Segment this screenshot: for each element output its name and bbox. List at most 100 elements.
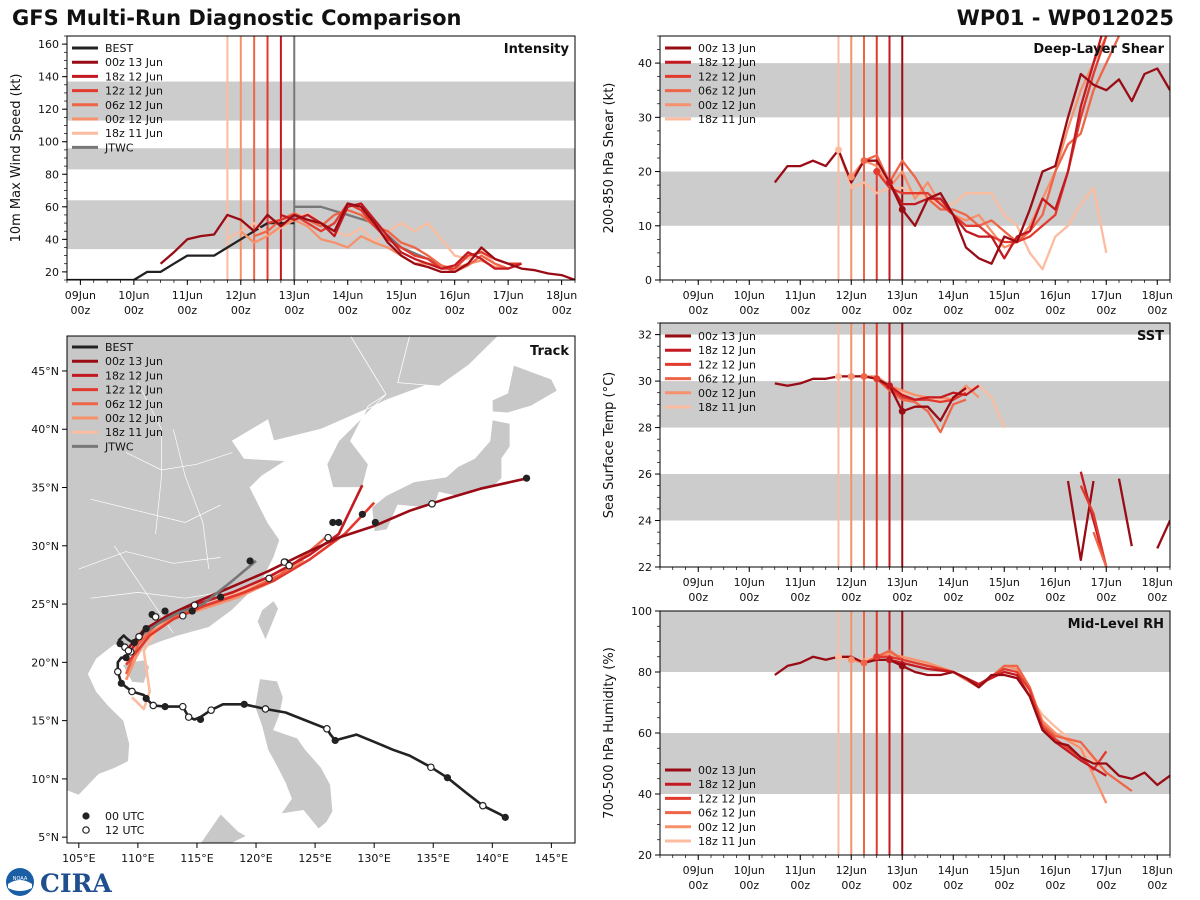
panel-title: Intensity	[504, 42, 570, 57]
noaa-seal-text: NOAA	[13, 876, 28, 882]
series-line	[888, 36, 1103, 260]
ytick-label: 24	[638, 515, 652, 528]
legend-label-track: 00z 13 Jun	[105, 355, 163, 368]
legend-label-sst: 12z 12 Jun	[698, 358, 756, 371]
xtick-label: 10Jun	[734, 864, 765, 877]
xtick-label: 17Jun	[493, 289, 524, 302]
province-border	[172, 429, 210, 570]
province-border	[137, 382, 162, 535]
land-mass	[200, 813, 248, 843]
ytick-label: 40	[638, 788, 652, 801]
series-line	[888, 384, 980, 401]
legend-label-intensity: 18z 12 Jun	[105, 70, 163, 83]
fix-12utc	[135, 632, 143, 641]
xtick-label: 16Jun	[1040, 864, 1071, 877]
fix-00utc	[522, 474, 531, 482]
xtick-sublabel: 00z	[284, 304, 304, 317]
noaa-wave-icon	[8, 880, 32, 891]
ytick-label: 0	[645, 274, 652, 287]
init-point	[835, 146, 842, 154]
panel-title: SST	[1137, 329, 1164, 344]
ytick-label: 60	[638, 727, 652, 740]
xtick-sublabel: 00z	[841, 591, 861, 604]
xtick-sublabel: 00z	[790, 304, 810, 317]
xtick-label: 16Jun	[439, 289, 470, 302]
xtick-label: 10Jun	[734, 289, 765, 302]
legend-label-rh: 00z 13 Jun	[698, 764, 756, 777]
legend-label-track: 06z 12 Jun	[105, 398, 163, 411]
axes-frame-track	[66, 335, 576, 844]
storm-id-title: WP01 - WP012025	[956, 6, 1174, 30]
xtick-sublabel: 00z	[739, 879, 759, 892]
xtick-sublabel: 00z	[994, 591, 1014, 604]
fix-00utc	[240, 700, 248, 708]
xtick-label: 14Jun	[332, 289, 363, 302]
legend-label-rh: 12z 12 Jun	[698, 792, 756, 805]
fix-12utc	[427, 763, 435, 772]
legend-label-intensity: 18z 11 Jun	[105, 127, 163, 140]
fix-00utc	[142, 624, 150, 633]
fix-12utc	[149, 701, 158, 710]
xtick-sublabel: 00z	[994, 304, 1014, 317]
xtick-sublabel: 00z	[445, 304, 465, 317]
series-line	[1079, 485, 1108, 567]
legend-label-rh: 06z 12 Jun	[698, 807, 756, 820]
province-border	[78, 551, 221, 570]
legend-label-shear: 18z 12 Jun	[698, 56, 756, 69]
legend-label-track: 12z 12 Jun	[105, 384, 163, 397]
plot-area-rh	[660, 611, 1170, 855]
init-point	[873, 653, 881, 661]
legend-label-intensity: 00z 12 Jun	[105, 113, 163, 126]
series-line	[159, 202, 575, 280]
init-point	[860, 157, 868, 165]
xtick-sublabel: 00z	[1096, 879, 1116, 892]
legend-label-sst: 00z 12 Jun	[698, 387, 756, 400]
xtick-label: 17Jun	[1091, 576, 1122, 589]
xtick-label: 15Jun	[989, 864, 1020, 877]
fix-00utc	[501, 813, 509, 821]
xtick-label: 18Jun	[546, 289, 577, 302]
xtick-sublabel: 00z	[739, 591, 759, 604]
legend-label-sst: 18z 11 Jun	[698, 401, 756, 414]
xtick-sublabel: 00z	[1147, 879, 1167, 892]
init-point	[886, 656, 893, 664]
ytick-label: 40°N	[31, 423, 59, 436]
xtick-label: 12Jun	[836, 576, 867, 589]
fix-00utc	[142, 694, 150, 703]
init-point	[873, 375, 881, 383]
legend-label-shear: 00z 13 Jun	[698, 42, 756, 55]
init-point	[898, 206, 906, 214]
xtick-label: 11Jun	[172, 289, 203, 302]
land-mass	[371, 419, 511, 533]
plot-area-shear	[660, 36, 1170, 280]
xtick-label: 145°E	[535, 852, 568, 865]
xtick-sublabel: 00z	[688, 591, 708, 604]
xtick-sublabel: 00z	[790, 879, 810, 892]
xtick-sublabel: 00z	[1045, 879, 1065, 892]
fix-00utc	[188, 607, 196, 615]
fix-00utc	[331, 736, 339, 745]
legend-label-sst: 06z 12 Jun	[698, 373, 756, 386]
xtick-sublabel: 00z	[1147, 304, 1167, 317]
ytick-label: 30	[638, 111, 652, 124]
fix-12utc	[184, 713, 193, 721]
panel-title: Mid-Level RH	[1068, 617, 1164, 632]
fix-12utc	[261, 705, 270, 713]
ytick-label: 20	[638, 166, 652, 179]
series-line	[863, 649, 1133, 792]
legend-label-shear: 00z 12 Jun	[698, 99, 756, 112]
fix-12utc	[151, 613, 160, 621]
ytick-label: 5°N	[38, 831, 59, 844]
xtick-label: 18Jun	[1142, 864, 1173, 877]
ytick-label: 100	[631, 605, 652, 618]
legend-marker-12utc	[82, 826, 90, 834]
fix-00utc	[117, 679, 125, 687]
fix-12utc	[479, 801, 487, 810]
intensity-panel: 20 40 60 80 100 120 140 160 09Jun 00z 10Jun 00z 11Ju…	[9, 35, 577, 317]
ytick-label: 10°N	[31, 773, 59, 786]
fix-12utc	[114, 667, 122, 676]
xtick-sublabel: 00z	[498, 304, 518, 317]
xtick-sublabel: 00z	[70, 304, 90, 317]
ytick-label: 25°N	[31, 598, 59, 611]
